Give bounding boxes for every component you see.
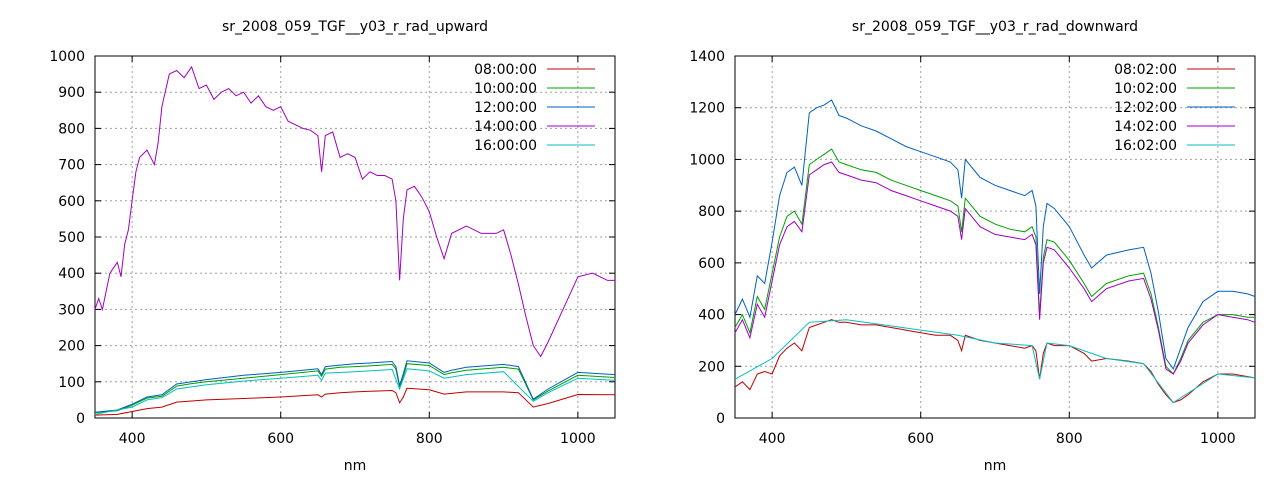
x-axis-label: nm xyxy=(984,458,1007,474)
y-tick-label: 0 xyxy=(76,411,85,427)
y-tick-label: 1200 xyxy=(689,101,725,117)
legend-label: 12:00:00 xyxy=(474,100,537,116)
series-line-08:00:00 xyxy=(94,387,616,416)
x-tick-label: 600 xyxy=(907,431,934,447)
y-tick-label: 400 xyxy=(698,308,725,324)
y-tick-label: 0 xyxy=(716,411,725,427)
legend-label: 14:02:00 xyxy=(1114,119,1177,135)
series-line-16:00:00 xyxy=(94,368,616,415)
series-line-12:00:00 xyxy=(94,360,616,413)
legend-label: 16:02:00 xyxy=(1114,138,1177,154)
x-tick-label: 600 xyxy=(267,431,294,447)
legend-label: 16:00:00 xyxy=(474,138,537,154)
x-tick-label: 800 xyxy=(1056,431,1083,447)
y-tick-label: 1000 xyxy=(689,152,725,168)
plot-frame xyxy=(94,55,616,419)
y-tick-label: 800 xyxy=(58,121,85,137)
x-tick-label: 1000 xyxy=(1200,431,1236,447)
y-tick-label: 100 xyxy=(58,375,85,391)
series-line-10:00:00 xyxy=(94,363,616,414)
series-line-08:02:00 xyxy=(734,319,1256,404)
series-line-14:00:00 xyxy=(94,65,615,358)
y-tick-label: 900 xyxy=(58,85,85,101)
y-tick-label: 600 xyxy=(698,256,725,272)
legend-label: 10:02:00 xyxy=(1114,81,1177,97)
legend-label: 08:02:00 xyxy=(1114,62,1177,78)
legend-label: 14:00:00 xyxy=(474,119,537,135)
legend-label: 08:00:00 xyxy=(474,62,537,78)
y-tick-label: 300 xyxy=(58,302,85,318)
y-tick-label: 600 xyxy=(58,194,85,210)
plot-frame xyxy=(734,55,1256,419)
legend-label: 12:02:00 xyxy=(1114,100,1177,116)
y-tick-label: 400 xyxy=(58,266,85,282)
y-tick-label: 1000 xyxy=(49,49,85,65)
legend-label: 10:00:00 xyxy=(474,81,537,97)
y-tick-label: 700 xyxy=(58,158,85,174)
y-tick-label: 1400 xyxy=(689,49,725,65)
y-tick-label: 500 xyxy=(58,230,85,246)
x-tick-label: 1000 xyxy=(560,431,596,447)
x-tick-label: 400 xyxy=(759,431,786,447)
y-tick-label: 200 xyxy=(58,339,85,355)
series-line-14:02:00 xyxy=(734,161,1256,375)
y-tick-label: 200 xyxy=(698,359,725,375)
x-axis-label: nm xyxy=(344,458,367,474)
series-line-10:02:00 xyxy=(734,148,1255,375)
y-tick-label: 800 xyxy=(698,204,725,220)
chart-title: sr_2008_059_TGF__y03_r_rad_upward xyxy=(222,19,488,35)
series-line-16:02:00 xyxy=(734,319,1256,404)
x-tick-label: 400 xyxy=(119,431,146,447)
x-tick-label: 800 xyxy=(416,431,443,447)
series-line-12:02:00 xyxy=(734,99,1256,370)
chart-title: sr_2008_059_TGF__y03_r_rad_downward xyxy=(852,19,1138,35)
